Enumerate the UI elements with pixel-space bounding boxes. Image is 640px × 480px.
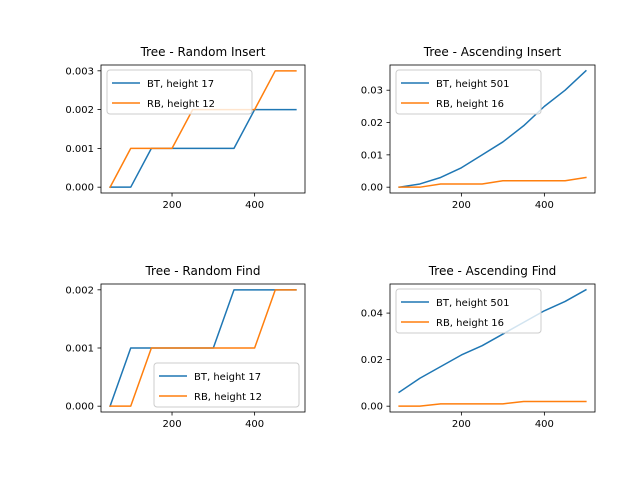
y-tick-label: 0.000 [65, 183, 94, 194]
series-line-2 [398, 176, 587, 188]
x-tick-label: 200 [162, 419, 181, 430]
series-line-1 [109, 108, 297, 188]
series-line-2 [398, 400, 587, 407]
subplot-title: Tree - Random Insert [140, 45, 266, 59]
legend: BT, height 501 RB, height 16 [395, 69, 542, 115]
legend-box [395, 69, 542, 115]
y-tick-label: 0.00 [361, 402, 383, 413]
axes-frame [100, 64, 306, 194]
legend-label-1: BT, height 501 [436, 298, 509, 309]
y-tick-label: 0.04 [361, 309, 383, 320]
subplot-title: Tree - Random Find [144, 264, 260, 278]
legend-box [106, 69, 253, 115]
y-tick-label: 0.00 [361, 183, 383, 194]
series-line-1 [398, 69, 587, 189]
y-tick-label: 0.02 [361, 118, 383, 129]
y-tick-label: 0.002 [65, 105, 94, 116]
legend-label-2: RB, height 12 [147, 99, 215, 110]
legend-box [395, 288, 542, 334]
y-tick-label: 0.02 [361, 355, 383, 366]
legend: BT, height 17 RB, height 12 [153, 362, 300, 408]
y-tick-label: 0.003 [65, 66, 94, 77]
x-tick-label: 200 [452, 419, 471, 430]
x-tick-label: 200 [452, 200, 471, 211]
y-tick-label: 0.000 [65, 402, 94, 413]
series-line-1 [398, 288, 587, 394]
x-tick-label: 400 [535, 419, 554, 430]
legend-label-1: BT, height 17 [147, 79, 214, 90]
subplot-title: Tree - Ascending Insert [423, 45, 562, 59]
legend-label-2: RB, height 16 [436, 318, 504, 329]
subplot-2: Tree - Ascending Insert 200 400 0.00 0.01 0.0… [361, 45, 596, 211]
y-tick-label: 0.001 [65, 144, 94, 155]
y-tick-label: 0.002 [65, 285, 94, 296]
axes-frame [389, 283, 596, 413]
legend-box [153, 362, 300, 408]
legend-label-1: BT, height 501 [436, 79, 509, 90]
subplot-1: Tree - Random Insert 200 400 0.000 0.001 0.00… [65, 45, 306, 211]
x-tick-label: 400 [245, 200, 264, 211]
series-line-2 [109, 289, 297, 407]
y-tick-label: 0.03 [361, 86, 383, 97]
x-tick-label: 400 [245, 419, 264, 430]
legend-label-2: RB, height 16 [436, 99, 504, 110]
x-tick-label: 200 [162, 200, 181, 211]
subplot-4: Tree - Ascending Find 200 400 0.00 0.02 0.04 B… [361, 264, 596, 430]
y-tick-label: 0.001 [65, 344, 94, 355]
legend: BT, height 17 RB, height 12 [106, 69, 253, 115]
legend: BT, height 501 RB, height 16 [395, 288, 542, 334]
x-tick-label: 400 [535, 200, 554, 211]
legend-label-1: BT, height 17 [194, 372, 261, 383]
y-tick-label: 0.01 [361, 150, 383, 161]
axes-frame [389, 64, 596, 194]
subplot-title: Tree - Ascending Find [428, 264, 557, 278]
subplot-3: Tree - Random Find 200 400 0.000 0.001 0.002 B… [65, 264, 306, 430]
legend-label-2: RB, height 12 [194, 392, 262, 403]
